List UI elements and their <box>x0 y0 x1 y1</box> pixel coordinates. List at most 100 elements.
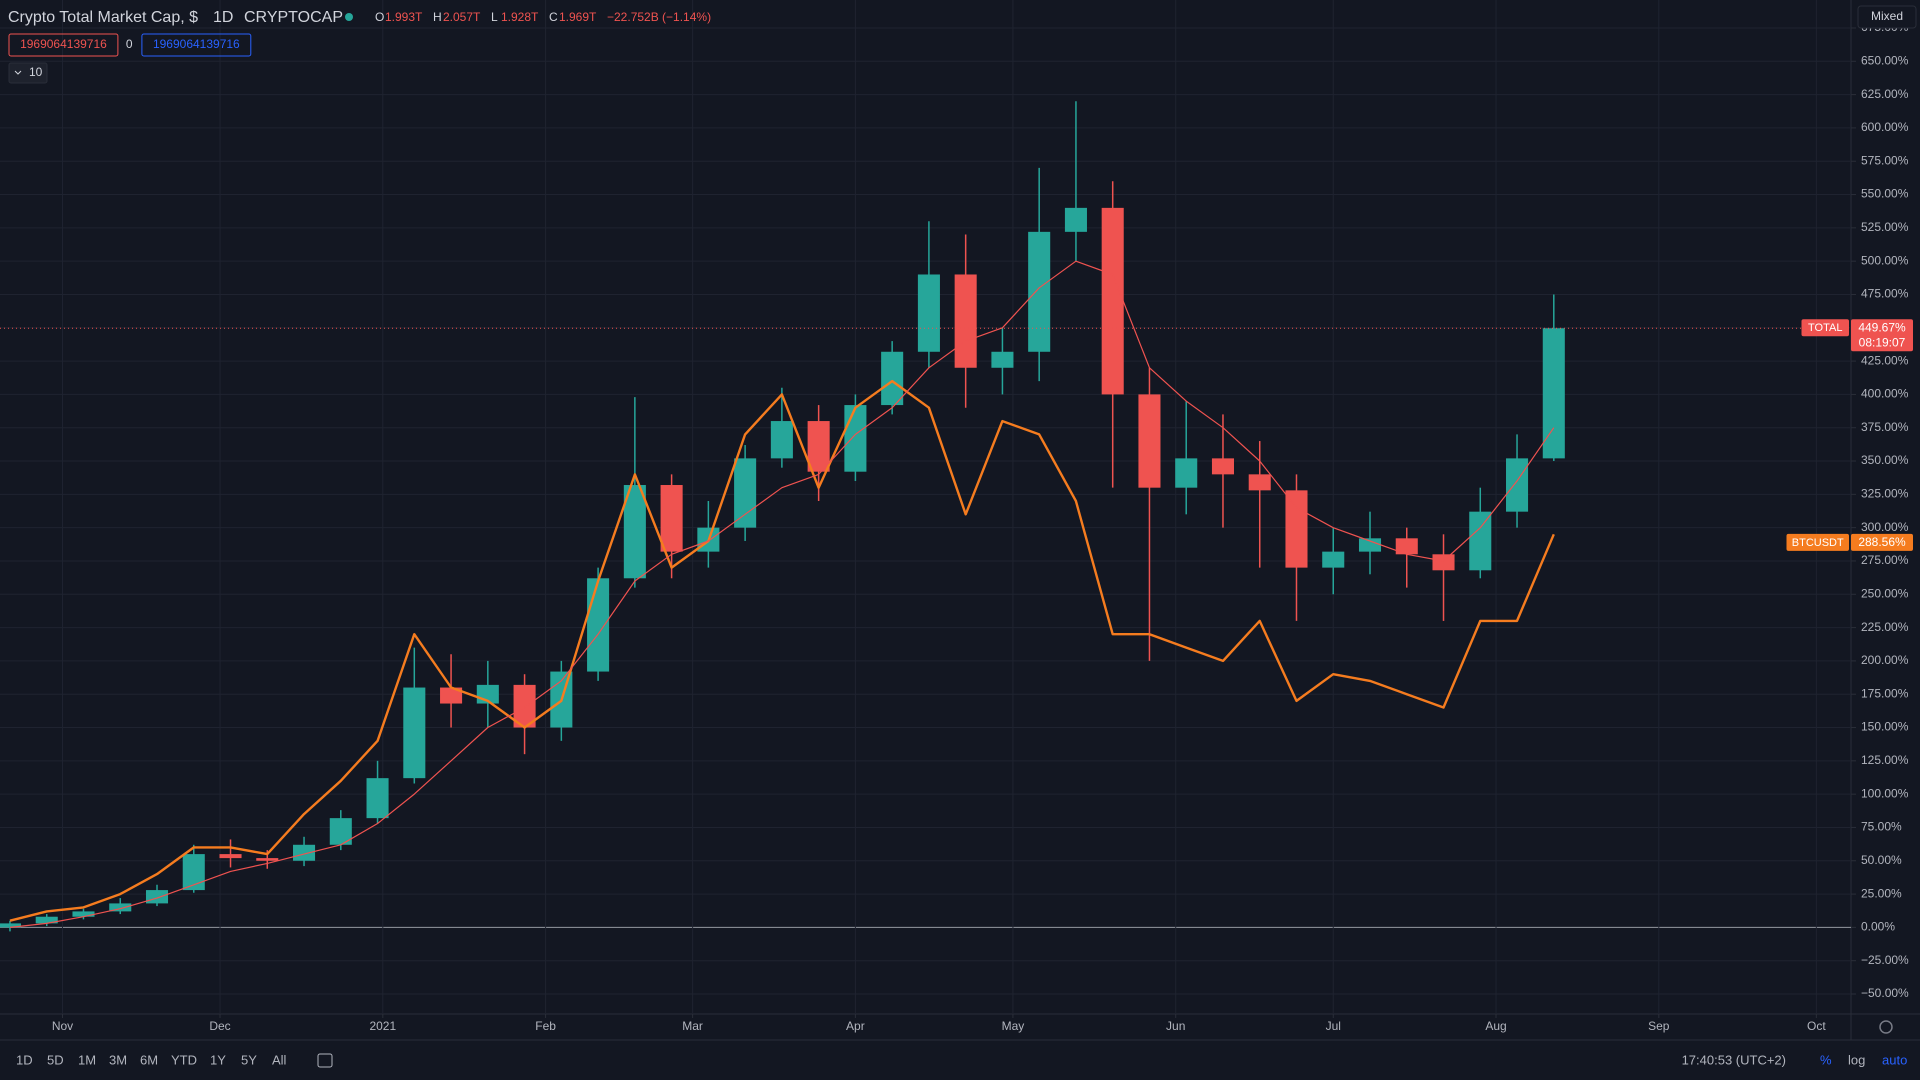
x-tick-label: Sep <box>1648 1019 1670 1033</box>
x-tick-label: Nov <box>52 1019 73 1033</box>
series-name: BTCUSDT <box>1792 537 1844 549</box>
y-tick-label: 425.00% <box>1861 353 1909 367</box>
ohlc-value: 2.057T <box>443 10 481 24</box>
scale-toggle[interactable]: auto <box>1882 1052 1907 1067</box>
clock: 17:40:53 (UTC+2) <box>1682 1052 1786 1067</box>
ohlc-value: 1.993T <box>385 10 423 24</box>
x-tick-label: Jul <box>1326 1019 1341 1033</box>
y-tick-label: 25.00% <box>1861 886 1902 900</box>
y-tick-label: 500.00% <box>1861 253 1909 267</box>
y-tick-label: 575.00% <box>1861 153 1909 167</box>
candle-body <box>256 858 279 861</box>
exchange: CRYPTOCAP <box>244 9 343 26</box>
ohlc-value: 1.928T <box>501 10 539 24</box>
candle-body <box>991 351 1014 368</box>
range-button[interactable]: 5Y <box>241 1052 257 1067</box>
status-dot <box>345 13 353 21</box>
scale-mode-box[interactable] <box>1857 5 1917 29</box>
price-tag-label: 449.67% <box>1858 320 1906 334</box>
candle-body <box>1322 551 1345 568</box>
ohlc-key: L <box>491 10 498 24</box>
candle-body <box>329 818 352 845</box>
y-tick-label: 175.00% <box>1861 686 1909 700</box>
series-name: TOTAL <box>1808 322 1842 334</box>
candle-body <box>1395 538 1418 555</box>
date-range-icon[interactable] <box>317 1053 333 1068</box>
y-tick-label: 150.00% <box>1861 720 1909 734</box>
candle-body <box>0 923 22 928</box>
range-button[interactable]: 1M <box>78 1052 96 1067</box>
candle-body <box>954 274 977 368</box>
candle-body <box>844 405 867 472</box>
candle-body <box>1542 328 1565 459</box>
candle-body <box>1285 490 1308 568</box>
range-button[interactable]: 6M <box>140 1052 158 1067</box>
candle-body <box>35 916 58 924</box>
ohlc-key: O <box>375 10 384 24</box>
y-tick-label: 625.00% <box>1861 87 1909 101</box>
scale-toggle[interactable]: log <box>1848 1052 1865 1067</box>
candle-body <box>1248 474 1271 491</box>
value-badge <box>8 33 119 57</box>
x-tick-label: May <box>1002 1019 1025 1033</box>
collapse-button[interactable] <box>8 62 48 84</box>
candle-body <box>1175 458 1198 488</box>
value-badge-text: 0 <box>126 37 133 51</box>
candle-body <box>440 687 463 704</box>
change: −22.752B (−1.14%) <box>607 10 711 24</box>
x-tick-label: Jun <box>1166 1019 1185 1033</box>
series-name-tag <box>1801 319 1849 337</box>
candle-body <box>219 854 242 859</box>
candle-body <box>807 421 830 472</box>
candle-body <box>623 485 646 579</box>
candle-body <box>881 351 904 406</box>
candle-body <box>770 421 793 459</box>
candle-body <box>1064 207 1087 232</box>
candle-body <box>403 687 426 779</box>
price-tag <box>1851 533 1913 551</box>
candle-body <box>1358 538 1382 552</box>
y-tick-label: 75.00% <box>1861 820 1902 834</box>
candle-body <box>1028 231 1051 352</box>
candle-body <box>734 458 757 528</box>
range-button[interactable]: YTD <box>171 1052 197 1067</box>
y-tick-label: 50.00% <box>1861 853 1902 867</box>
candle-body <box>145 890 169 904</box>
candle-body <box>366 778 389 819</box>
line-series <box>9 379 1555 922</box>
candle-body <box>72 911 95 917</box>
candle-body <box>109 903 132 912</box>
range-button[interactable]: 5D <box>47 1052 64 1067</box>
countdown: 08:19:07 <box>1859 335 1906 349</box>
x-tick-label: 2021 <box>369 1019 396 1033</box>
scale-mode: Mixed <box>1871 9 1903 23</box>
y-tick-label: 250.00% <box>1861 586 1909 600</box>
series-name-tag <box>1786 533 1849 551</box>
range-button[interactable]: 1D <box>16 1052 33 1067</box>
y-tick-label: 125.00% <box>1861 753 1909 767</box>
y-tick-label: 375.00% <box>1861 420 1909 434</box>
interval[interactable]: 1D <box>213 9 233 26</box>
range-button[interactable]: 3M <box>109 1052 127 1067</box>
candle-body <box>182 854 205 891</box>
candle-body <box>587 578 610 672</box>
range-button[interactable]: 1Y <box>210 1052 226 1067</box>
candle-body <box>1506 458 1529 512</box>
candle-body <box>293 844 316 861</box>
price-tag-label: 288.56% <box>1858 535 1906 549</box>
x-tick-label: Aug <box>1485 1019 1506 1033</box>
scale-toggle[interactable]: % <box>1820 1052 1832 1067</box>
candle-body <box>1138 394 1161 488</box>
x-tick-label: Feb <box>535 1019 556 1033</box>
y-tick-label: 0.00% <box>1861 920 1895 934</box>
candle-body <box>1469 511 1492 571</box>
x-tick-label: Oct <box>1807 1019 1826 1033</box>
y-tick-label: 475.00% <box>1861 287 1909 301</box>
range-button[interactable]: All <box>272 1052 287 1067</box>
candle-body <box>1211 458 1234 475</box>
y-tick-label: 400.00% <box>1861 387 1909 401</box>
settings-icon[interactable] <box>1879 1020 1893 1034</box>
